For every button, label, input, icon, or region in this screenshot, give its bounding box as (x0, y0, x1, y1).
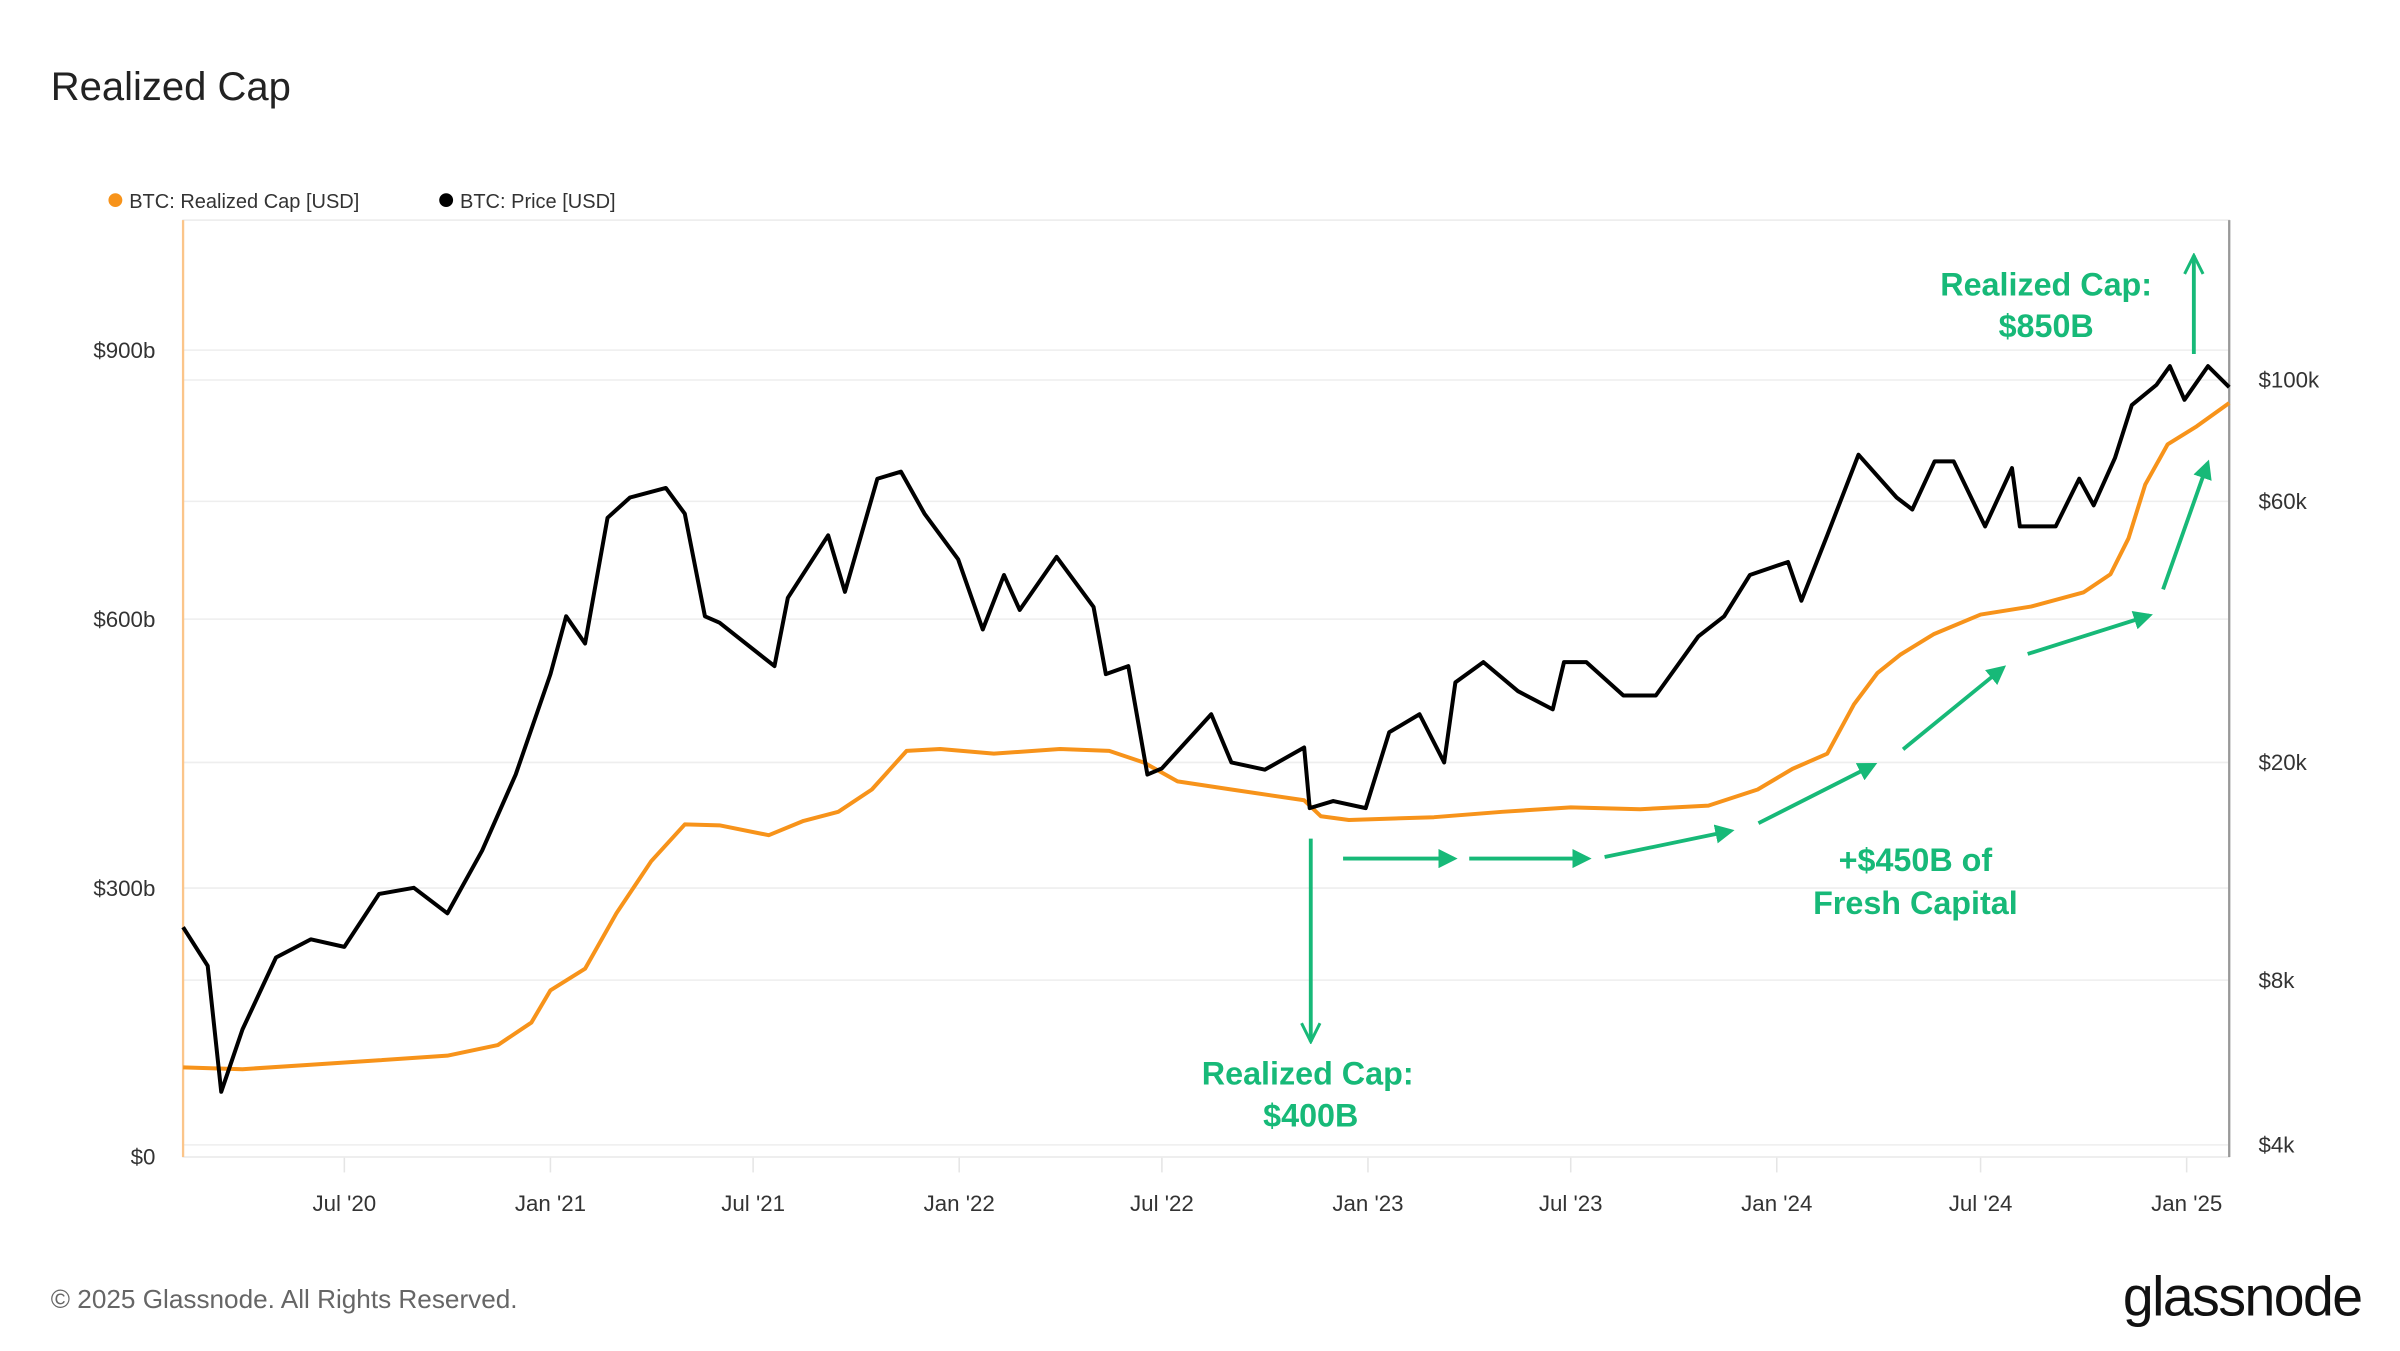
annotation-bottom-line2: $400B (1263, 1097, 1358, 1133)
y-right-tick-label: $100k (2258, 368, 2320, 393)
x-tick-label: Jul '23 (1539, 1191, 1603, 1216)
y-left-tick-label: $300b (93, 876, 155, 901)
annotation-top-line1: Realized Cap: (1940, 267, 2152, 303)
page-title: Realized Cap (51, 65, 291, 109)
x-tick-label: Jan '25 (2151, 1191, 2222, 1216)
annotation-middle: +$450B of Fresh Capital (1343, 459, 2212, 921)
y-right-tick-label: $60k (2258, 489, 2307, 514)
x-tick-label: Jan '22 (924, 1191, 995, 1216)
x-axis-ticks: Jul '20 Jan '21 Jul '21 Jan '22 Jul '22 Jan '… (312, 1191, 2222, 1216)
annotation-bottom: Realized Cap: $400B (1202, 838, 1414, 1133)
y-left-tick-label: $0 (131, 1145, 156, 1170)
legend-label-price[interactable]: BTC: Price [USD] (460, 191, 616, 213)
realized-cap-line (183, 401, 2231, 1072)
annotation-mid-line2: Fresh Capital (1813, 885, 2018, 921)
x-tick-label: Jul '22 (1130, 1191, 1194, 1216)
legend: BTC: Realized Cap [USD] BTC: Price [USD] (108, 191, 616, 213)
x-tick-label: Jul '21 (721, 1191, 785, 1216)
growth-arrow-icon (2161, 459, 2212, 590)
x-tick-label: Jan '24 (1741, 1191, 1812, 1216)
legend-label-realized-cap[interactable]: BTC: Realized Cap [USD] (129, 191, 359, 213)
growth-arrow-icon (1901, 665, 2007, 751)
x-tick-label: Jan '21 (515, 1191, 586, 1216)
legend-marker-price (439, 193, 454, 208)
y-right-tick-label: $4k (2258, 1133, 2295, 1158)
left-axis-ticks: $0 $300b $600b $900b (93, 338, 155, 1170)
growth-arrow-icon (1604, 824, 1735, 859)
gridlines (183, 349, 2230, 1173)
glassnode-logo: glassnode (2123, 1266, 2362, 1328)
y-left-tick-label: $600b (93, 607, 155, 632)
annotation-mid-line1: +$450B of (1839, 842, 1993, 878)
x-tick-label: Jul '24 (1949, 1191, 2013, 1216)
legend-marker-realized-cap (108, 193, 123, 208)
y-right-tick-label: $8k (2258, 968, 2295, 993)
copyright: © 2025 Glassnode. All Rights Reserved. (51, 1284, 518, 1314)
annotation-bottom-line1: Realized Cap: (1202, 1056, 1414, 1092)
annotation-top: Realized Cap: $850B (1940, 256, 2194, 354)
growth-arrow-icon (1757, 762, 1878, 825)
x-tick-label: Jul '20 (312, 1191, 376, 1216)
y-right-tick-label: $20k (2258, 750, 2307, 775)
price-line (181, 364, 2231, 1094)
plot-frame (182, 219, 2230, 1158)
right-axis-ticks: $4k $8k $20k $60k $100k (2258, 368, 2320, 1158)
x-tick-label: Jan '23 (1332, 1191, 1403, 1216)
annotation-top-line2: $850B (1999, 308, 2094, 344)
y-left-tick-label: $900b (93, 338, 155, 363)
growth-arrow-icon (2027, 610, 2153, 656)
